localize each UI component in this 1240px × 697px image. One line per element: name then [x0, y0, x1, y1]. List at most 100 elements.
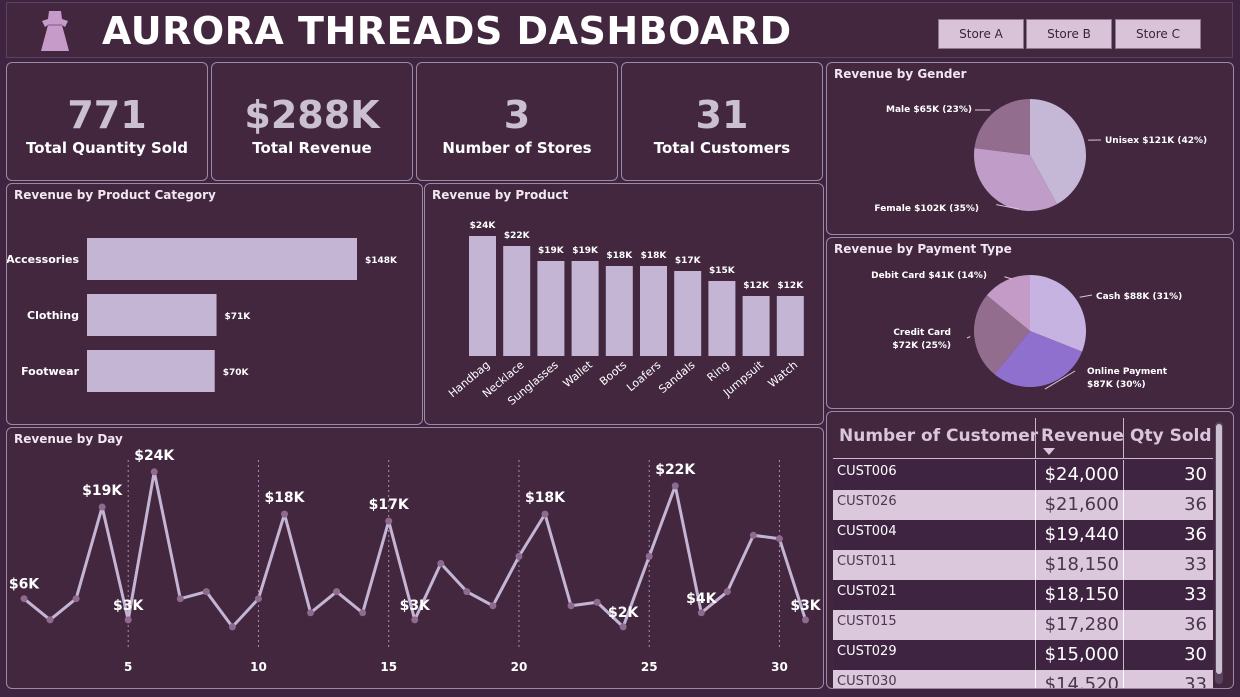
- payment-chart-panel: Revenue by Payment Type Cash $88K (31%) O…: [826, 237, 1234, 409]
- product-chart-panel: Revenue by Product $24K Handbag $22K Neckla…: [424, 183, 824, 425]
- pie-slice: [974, 147, 1057, 211]
- pie-leader-line: [1044, 370, 1076, 390]
- data-point: [150, 468, 158, 476]
- data-label: $3K: [113, 598, 144, 614]
- data-point: [697, 609, 705, 617]
- table-row[interactable]: CUST026 $21,600 36: [833, 490, 1213, 520]
- product-bar: [708, 281, 736, 356]
- data-point: [202, 588, 210, 596]
- day-chart-panel: Revenue by Day 5 10 15 20 25 30 $6K $19K $3K $24K…: [6, 427, 824, 689]
- pie-slice: [974, 99, 1030, 155]
- category-label: Footwear: [21, 365, 79, 378]
- data-label: $18K: [525, 490, 566, 506]
- table-row[interactable]: CUST030 $14,520 33: [833, 670, 1213, 689]
- pie-slice-label: Cash $88K (31%): [1096, 292, 1182, 302]
- cell-divider: [1123, 520, 1124, 550]
- data-point: [593, 598, 601, 606]
- data-point: [463, 588, 471, 596]
- cell-divider: [1123, 640, 1124, 670]
- product-value-label: $12K: [777, 281, 804, 291]
- pie-leader-line: [966, 336, 971, 339]
- category-bar: [87, 294, 217, 336]
- kpi-revenue-card: $288K Total Revenue: [211, 62, 413, 181]
- day-chart-title: Revenue by Day: [14, 432, 123, 446]
- data-point: [72, 595, 80, 603]
- store-c-button[interactable]: Store C: [1115, 19, 1201, 49]
- table-scrollbar-track[interactable]: [1215, 422, 1223, 684]
- data-point: [124, 616, 132, 624]
- qty-cell: 30: [1184, 464, 1207, 485]
- x-tick-label: 20: [511, 660, 528, 674]
- product-bar: [674, 271, 702, 356]
- kpi-customers-card: 31 Total Customers: [621, 62, 823, 181]
- data-point: [671, 482, 679, 490]
- product-value-label: $18K: [641, 251, 668, 261]
- table-row[interactable]: CUST029 $15,000 30: [833, 640, 1213, 670]
- data-point: [775, 535, 783, 543]
- category-bar: [87, 350, 215, 392]
- customer-id-cell: CUST015: [837, 614, 897, 629]
- qty-cell: 36: [1184, 524, 1207, 545]
- revenue-cell: $19,440: [1044, 524, 1119, 545]
- product-value-label: $24K: [470, 221, 497, 231]
- data-point: [515, 552, 523, 560]
- qty-cell: 33: [1184, 674, 1207, 689]
- kpi-stores-card: 3 Number of Stores: [416, 62, 618, 181]
- payment-pie-chart: Cash $88K (31%) Online Payment $87K (30%) C…: [871, 271, 1182, 390]
- data-label: $19K: [82, 483, 123, 499]
- pie-leader-line: [1079, 294, 1093, 298]
- product-value-label: $19K: [572, 246, 599, 256]
- category-bar-chart: Accessories $148K Clothing $71K Footwear $70K: [7, 238, 398, 392]
- product-bar: [571, 261, 599, 356]
- table-row[interactable]: CUST006 $24,000 30: [833, 460, 1213, 490]
- qty-cell: 36: [1184, 614, 1207, 635]
- table-row[interactable]: CUST004 $19,440 36: [833, 520, 1213, 550]
- table-row[interactable]: CUST021 $18,150 33: [833, 580, 1213, 610]
- cell-divider: [1035, 580, 1036, 610]
- data-point: [619, 623, 627, 631]
- x-tick-label: 5: [124, 660, 132, 674]
- product-category-label: Ring: [705, 358, 732, 384]
- dashboard-title: AURORA THREADS DASHBOARD: [102, 9, 792, 53]
- x-tick-label: 10: [250, 660, 267, 674]
- store-b-button[interactable]: Store B: [1026, 19, 1112, 49]
- col-qty-header[interactable]: Qty Sold: [1130, 426, 1212, 446]
- category-value-label: $70K: [223, 368, 250, 378]
- pie-slice-label: Unisex $121K (42%): [1105, 136, 1207, 146]
- table-scrollbar-thumb[interactable]: [1216, 424, 1222, 674]
- revenue-cell: $17,280: [1044, 614, 1119, 635]
- product-bar-chart: $24KHandbag$22KNecklace$19KSunglasses$19…: [446, 221, 804, 408]
- product-bar: [469, 236, 496, 356]
- pie-slice-label: Credit Card $72K (25%): [892, 328, 951, 351]
- cell-divider: [1035, 640, 1036, 670]
- data-point: [567, 602, 575, 610]
- kpi-quantity-card: 771 Total Quantity Sold: [6, 62, 208, 181]
- data-point: [359, 609, 367, 617]
- product-bar: [742, 296, 770, 356]
- sort-desc-icon[interactable]: [1043, 448, 1055, 455]
- cell-divider: [1035, 460, 1036, 490]
- data-point: [307, 609, 315, 617]
- store-a-button[interactable]: Store A: [938, 19, 1024, 49]
- gender-pie-chart: Unisex $121K (42%) Female $102K (35%) Male…: [874, 99, 1207, 214]
- cell-divider: [1123, 670, 1124, 688]
- col-customer-header[interactable]: Number of Customer: [839, 426, 1039, 446]
- col-revenue-header[interactable]: Revenue: [1041, 426, 1124, 446]
- category-label: Accessories: [7, 253, 79, 266]
- data-point: [254, 595, 262, 603]
- data-label: $3K: [400, 598, 431, 614]
- data-point: [228, 623, 236, 631]
- table-row[interactable]: CUST011 $18,150 33: [833, 550, 1213, 580]
- category-chart-title: Revenue by Product Category: [14, 188, 216, 202]
- product-chart-title: Revenue by Product: [432, 188, 569, 202]
- pie-slice: [1030, 275, 1086, 352]
- revenue-cell: $24,000: [1044, 464, 1119, 485]
- category-chart-panel: Revenue by Product Category Accessories $…: [6, 183, 423, 425]
- data-label: $18K: [264, 490, 305, 506]
- kpi-customers-label: Total Customers: [653, 139, 791, 157]
- pie-leader-line: [1004, 276, 1013, 280]
- product-value-label: $22K: [504, 231, 531, 241]
- cell-divider: [1123, 550, 1124, 580]
- cell-divider: [1035, 490, 1036, 520]
- table-row[interactable]: CUST015 $17,280 36: [833, 610, 1213, 640]
